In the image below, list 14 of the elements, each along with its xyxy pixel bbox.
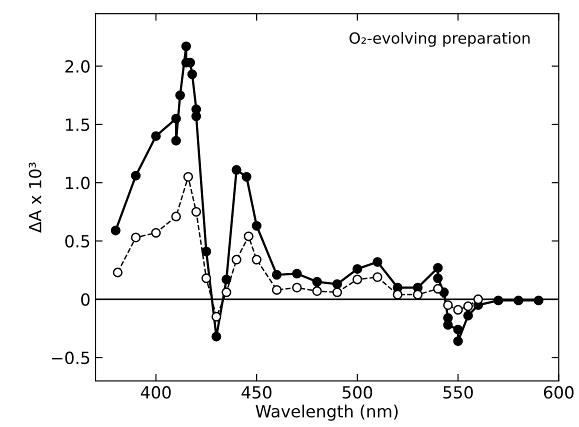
y-tick-label: −0.5: [52, 352, 90, 364]
x-tick-label: 400: [140, 386, 171, 399]
y-tick-label: 1.0: [66, 176, 90, 190]
y-tick-label: 0.5: [65, 234, 90, 248]
y-tick-label: 1.5: [66, 118, 90, 131]
y-axis-title: ΔA x 10³: [28, 162, 42, 233]
y-tick-label: 2.0: [65, 60, 90, 73]
annotation: O₂-evolving preparation: [350, 32, 530, 47]
y-tick-label: 0: [81, 293, 90, 306]
x-tick-label: 450: [242, 386, 272, 399]
x-tick-label: 550: [443, 386, 473, 399]
x-tick-label: 600: [544, 386, 574, 399]
x-axis-title: Wavelength (nm): [256, 404, 398, 421]
x-tick-label: 500: [342, 386, 372, 399]
